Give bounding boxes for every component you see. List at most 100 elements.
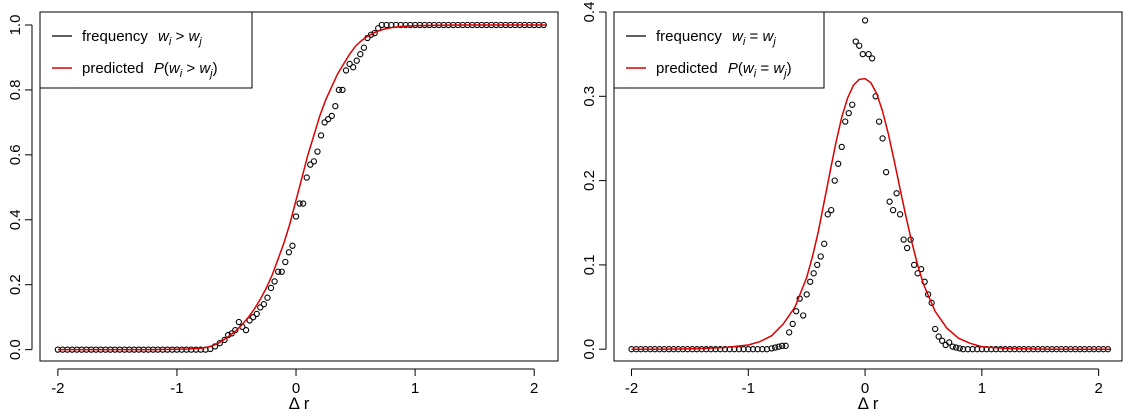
left-y-tick-label: 1.0 [7,15,24,36]
right-frequency-point [803,291,810,298]
right-predicted-line [631,77,1111,350]
left-frequency-point [253,310,260,318]
right-x-tick-label: 1 [978,380,986,397]
right-frequency-point [845,110,852,117]
left-frequency-point [310,158,318,165]
right-frequency-point [772,344,779,351]
left-frequency-point [242,327,250,334]
right-legend: frequency wi = wj predicted P(wi = wj) [613,11,825,89]
left-x-axis-label: Δ r [289,394,310,412]
right-frequency-point [786,329,793,336]
right-frequency-point [779,342,786,349]
left-frequency-point [346,60,353,68]
left-frequency-point [332,102,339,110]
right-frequency-point [810,270,817,277]
right-y-tick-label: 0.1 [581,254,598,275]
left-frequency-point [296,200,303,207]
right-frequency-point [859,50,866,58]
right-frequency-point [824,211,831,218]
left-frequency-point [250,314,257,321]
left-frequency-point [360,44,368,51]
right-frequency-point [835,160,842,167]
left-frequency-point [246,317,253,324]
right-frequency-point [828,206,835,214]
left-legend-frequency-label: frequency wi > wj [82,28,202,48]
right-frequency-point [879,135,886,142]
right-frequency-point [893,190,900,197]
left-frequency-point [271,278,278,285]
left-frequency-point [300,200,307,207]
right-y-tick-label: 0.0 [581,339,598,360]
right-marks [628,17,1112,353]
left-x-tick-label: 0 [292,380,300,397]
right-frequency-point [838,143,845,151]
right-x-tick-label: 2 [1094,380,1102,397]
right-frequency-point [953,344,960,351]
left-frequency-point [221,336,228,344]
right-x-tick-label: 0 [861,380,869,397]
right-frequency-point [849,101,856,108]
right-x-axis-label: Δ r [858,394,879,412]
right-x-tick-label: -1 [742,380,755,397]
right-frequency-point [900,236,907,243]
left-frequency-point [339,86,346,94]
right-frequency-point [821,240,828,247]
left-y-tick-label: 0.0 [7,339,24,360]
left-frequency-point [342,67,350,74]
left-frequency-point [292,213,300,220]
right-frequency-point [903,244,911,252]
right-frequency-point [807,278,814,285]
right-frequency-point [861,17,869,24]
left-frequency-point [267,284,275,292]
left-x-tick-label: -1 [170,380,183,397]
right-frequency-point [868,55,876,62]
left-frequency-point [275,268,282,275]
right-y-tick-label: 0.4 [581,2,598,23]
right-frequency-point [875,118,883,125]
right-frequency-point [910,261,918,269]
left-frequency-point [328,112,335,120]
right-frequency-point [856,42,863,49]
right-frequency-point [865,50,872,58]
left-x-tick-label: 1 [411,380,419,397]
right-frequency-point [800,312,807,319]
right-x-tick-label: -2 [625,380,638,397]
left-frequency-point [228,330,235,337]
left-frequency-point [303,174,310,181]
left-frequency-point [285,249,293,256]
right-frequency-point [814,261,821,269]
left-legend-predicted-label: predicted P(wi > wj) [82,60,218,80]
left-y-tick-label: 0.2 [7,274,24,295]
left-frequency-point [367,31,375,38]
right-plot-frame [613,11,1123,362]
left-frequency-point [260,301,268,308]
right-frequency-point [842,118,849,125]
right-y-tick-label: 0.3 [581,86,598,107]
right-legend-frequency-label: frequency wi = wj [656,28,776,48]
right-frequency-point [886,198,893,205]
left-frequency-point [350,64,357,71]
right-frequency-point [793,308,800,315]
right-legend-box [613,11,825,89]
left-axes: -2 -1 0 1 2 0.0 0.2 0.4 0.6 0.8 1.0 [7,15,538,397]
right-frequency-point [789,320,796,328]
left-frequency-point [325,115,332,123]
right-frequency-point [946,339,953,346]
right-axes: -2 -1 0 1 2 0.0 0.1 0.2 0.3 0.4 [581,2,1103,397]
right-frequency-point [817,253,824,260]
right-frequency-point [852,38,859,45]
right-frequency-point [882,169,890,176]
left-frequency-point [307,161,314,168]
right-frequency-point [896,211,904,218]
left-y-tick-label: 0.4 [7,209,24,230]
left-frequency-point [335,86,343,94]
right-frequency-point [949,343,956,350]
right-frequency-point [939,337,946,344]
left-y-tick-label: 0.6 [7,144,24,165]
left-frequency-point [282,258,289,266]
left-predicted-line [57,24,547,351]
right-legend-predicted-label: predicted P(wi = wj) [656,60,792,80]
right-frequency-point [782,342,789,349]
right-frequency-point [935,333,942,340]
